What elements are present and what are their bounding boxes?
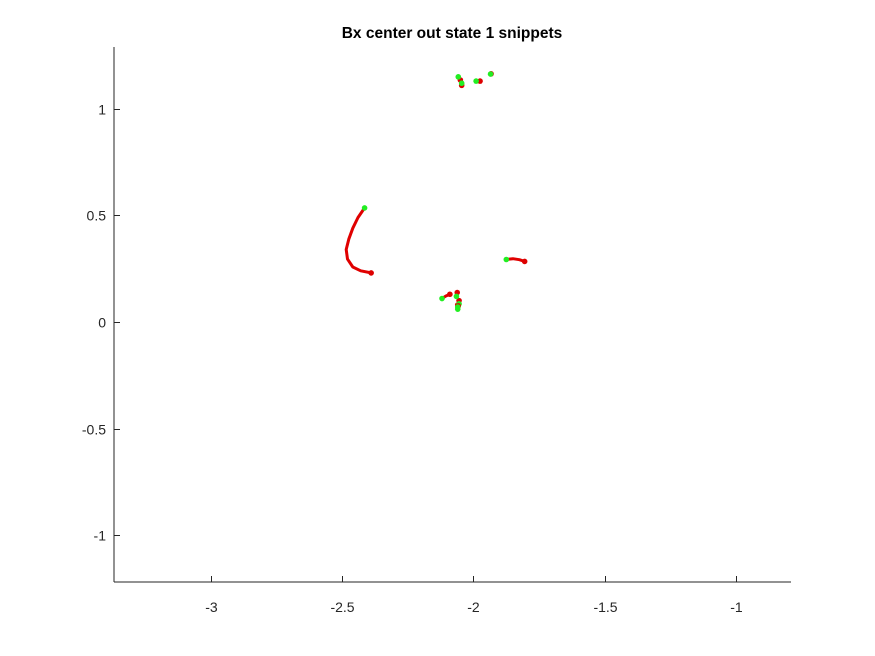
y-tick-label: -1: [94, 528, 107, 544]
y-tick-label: 0.5: [87, 208, 107, 224]
trajectory-snippet: [453, 289, 461, 300]
plot-area: -3 -2.5 -2 -1.5 -1 -1 -0.5 0 0.5 1: [82, 47, 791, 615]
start-point-marker: [453, 293, 460, 300]
y-tick-label: 1: [98, 102, 106, 118]
start-point-marker: [458, 80, 465, 87]
x-tick-label: -3: [205, 599, 218, 615]
start-point-marker: [487, 71, 494, 77]
x-tick-label: -1: [730, 599, 743, 615]
y-tick-label: -0.5: [82, 422, 106, 438]
start-point-marker: [473, 78, 479, 84]
trajectory-snippet: [455, 74, 464, 83]
start-point-marker: [454, 304, 461, 310]
start-point-marker: [503, 256, 510, 263]
trajectory-line: [344, 206, 373, 275]
trajectory-snippet: [503, 256, 528, 265]
trajectory-snippet: [487, 71, 494, 77]
end-point-marker: [521, 258, 528, 265]
series-layer: [344, 71, 528, 312]
start-point-marker: [439, 295, 445, 302]
x-tick-label: -2: [467, 599, 480, 615]
trajectory-snippet: [344, 205, 374, 276]
start-point-marker: [455, 74, 462, 80]
end-point-marker: [368, 270, 374, 276]
trajectory-snippet: [458, 80, 465, 89]
x-tick-label: -2.5: [330, 599, 354, 615]
end-point-marker: [447, 291, 453, 298]
trajectory-snippet: [439, 291, 453, 302]
y-axis-ticks: -1 -0.5 0 0.5 1: [82, 102, 120, 544]
y-tick-label: 0: [98, 315, 106, 331]
x-tick-label: -1.5: [593, 599, 617, 615]
end-point-marker: [477, 78, 483, 84]
chart-title: Bx center out state 1 snippets: [342, 25, 563, 42]
x-axis-ticks: -3 -2.5 -2 -1.5 -1: [205, 576, 743, 615]
trajectory-snippet: [454, 303, 462, 310]
trajectory-snippet: [473, 78, 483, 84]
start-point-marker: [361, 205, 368, 211]
